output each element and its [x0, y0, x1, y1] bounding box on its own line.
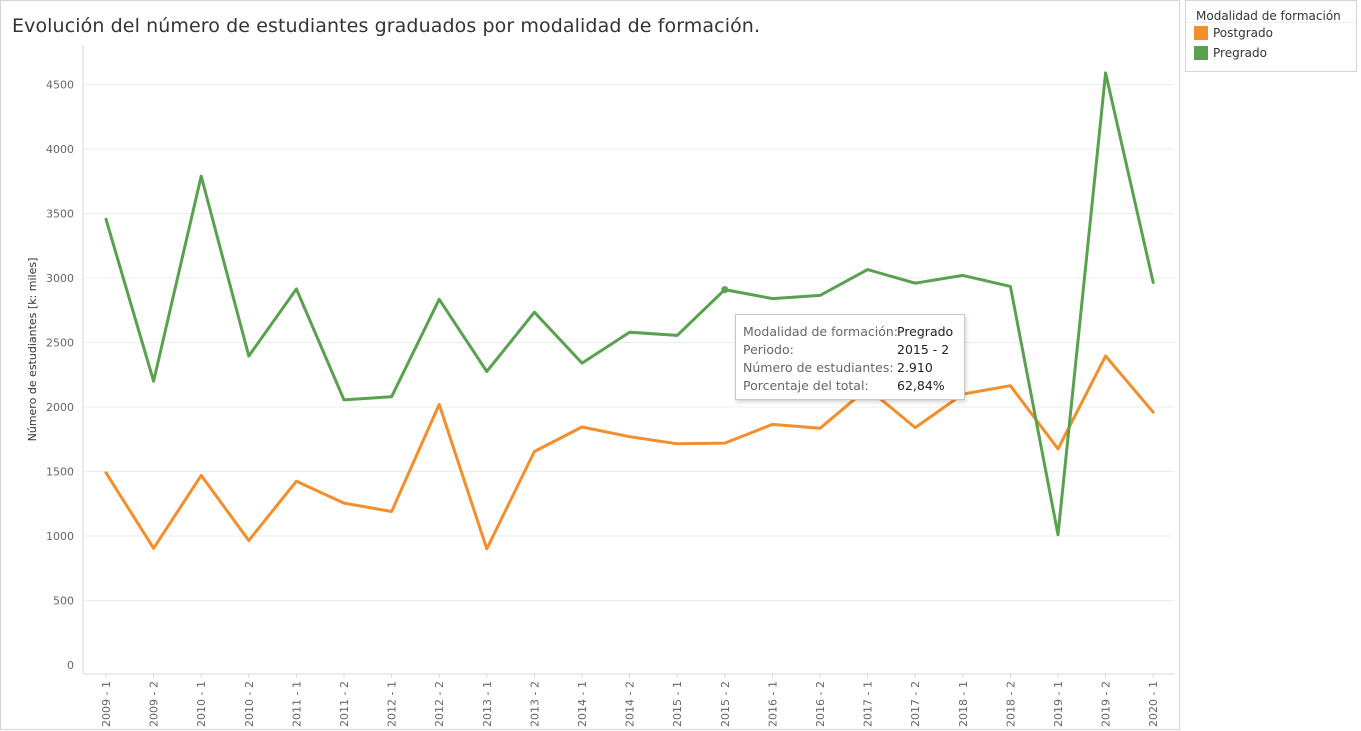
tooltip-value: 2.910 [897, 360, 933, 375]
legend-swatch-postgrado [1194, 26, 1208, 40]
x-tick-label: 2017 - 1 [862, 681, 875, 727]
x-tick-label: 2013 - 2 [528, 681, 541, 727]
y-tick-label: 500 [53, 595, 74, 608]
y-tick-label: 2000 [46, 401, 74, 414]
legend-label-pregrado: Pregrado [1213, 46, 1267, 60]
highlight-point [721, 286, 729, 294]
x-tick-label: 2016 - 1 [766, 681, 779, 727]
x-tick-label: 2016 - 2 [814, 681, 827, 727]
chart-panel: Evolución del número de estudiantes grad… [0, 0, 1180, 730]
y-tick-label: 1000 [46, 530, 74, 543]
x-tick-label: 2014 - 2 [624, 681, 637, 727]
legend-title: Modalidad de formación [1186, 1, 1356, 23]
series-line-pregrado [104, 71, 1155, 537]
tooltip-label: Modalidad de formación: [743, 324, 899, 339]
legend-item-pregrado[interactable]: Pregrado [1186, 43, 1356, 63]
y-tick-label: 4000 [46, 143, 74, 156]
x-tick-label: 2011 - 1 [290, 681, 303, 727]
series-line-postgrado [104, 354, 1155, 551]
tooltip-label: Número de estudiantes: [743, 360, 894, 375]
x-tick-label: 2009 - 1 [100, 681, 113, 727]
chart-title: Evolución del número de estudiantes grad… [12, 15, 761, 37]
x-tick-label: 2010 - 2 [243, 681, 256, 727]
x-tick-label: 2009 - 2 [148, 681, 161, 727]
x-tick-label: 2019 - 2 [1100, 681, 1113, 727]
x-tick-label: 2012 - 2 [433, 681, 446, 727]
y-tick-label: 3500 [46, 208, 74, 221]
x-tick-label: 2015 - 2 [719, 681, 732, 727]
y-axis-title: Número de estudiantes [k: miles] [26, 258, 39, 442]
y-tick-label: 2500 [46, 337, 74, 350]
y-tick-label: 0 [67, 659, 74, 672]
legend-label-postgrado: Postgrado [1213, 26, 1273, 40]
x-tick-label: 2012 - 1 [386, 681, 399, 727]
tooltip-value: 2015 - 2 [897, 342, 950, 357]
x-tick-label: 2018 - 1 [957, 681, 970, 727]
line-chart[interactable]: 0 500 1000 1500 2000 2500 3000 3500 4000 4500 Núme… [1, 1, 1181, 731]
x-tick-label: 2017 - 2 [909, 681, 922, 727]
x-tick-label: 2011 - 2 [338, 681, 351, 727]
tooltip: Modalidad de formación: Pregrado Periodo… [735, 314, 965, 400]
y-tick-label: 4500 [46, 79, 74, 92]
tooltip-label: Periodo: [743, 342, 794, 357]
x-tick-label: 2018 - 2 [1004, 681, 1017, 727]
x-tick-label: 2015 - 1 [671, 681, 684, 727]
x-tick-label: 2014 - 1 [576, 681, 589, 727]
x-tick-label: 2013 - 1 [481, 681, 494, 727]
x-tick-label: 2010 - 1 [195, 681, 208, 727]
y-tick-label: 3000 [46, 272, 74, 285]
tooltip-row-periodo: Periodo: 2015 - 2 [743, 341, 964, 359]
tooltip-row-porcentaje: Porcentaje del total: 62,84% [743, 377, 964, 395]
x-tick-label: 2020 - 1 [1147, 681, 1160, 727]
y-tick-label: 1500 [46, 466, 74, 479]
tooltip-label: Porcentaje del total: [743, 378, 869, 393]
legend-swatch-pregrado [1194, 46, 1208, 60]
tooltip-value: 62,84% [897, 378, 945, 393]
tooltip-row-numero: Número de estudiantes: 2.910 [743, 359, 964, 377]
legend: Modalidad de formación Postgrado Pregrad… [1185, 0, 1357, 72]
legend-item-postgrado[interactable]: Postgrado [1186, 23, 1356, 43]
tooltip-row-modalidad: Modalidad de formación: Pregrado [743, 323, 964, 341]
x-tick-label: 2019 - 1 [1052, 681, 1065, 727]
tooltip-value: Pregrado [897, 324, 954, 339]
